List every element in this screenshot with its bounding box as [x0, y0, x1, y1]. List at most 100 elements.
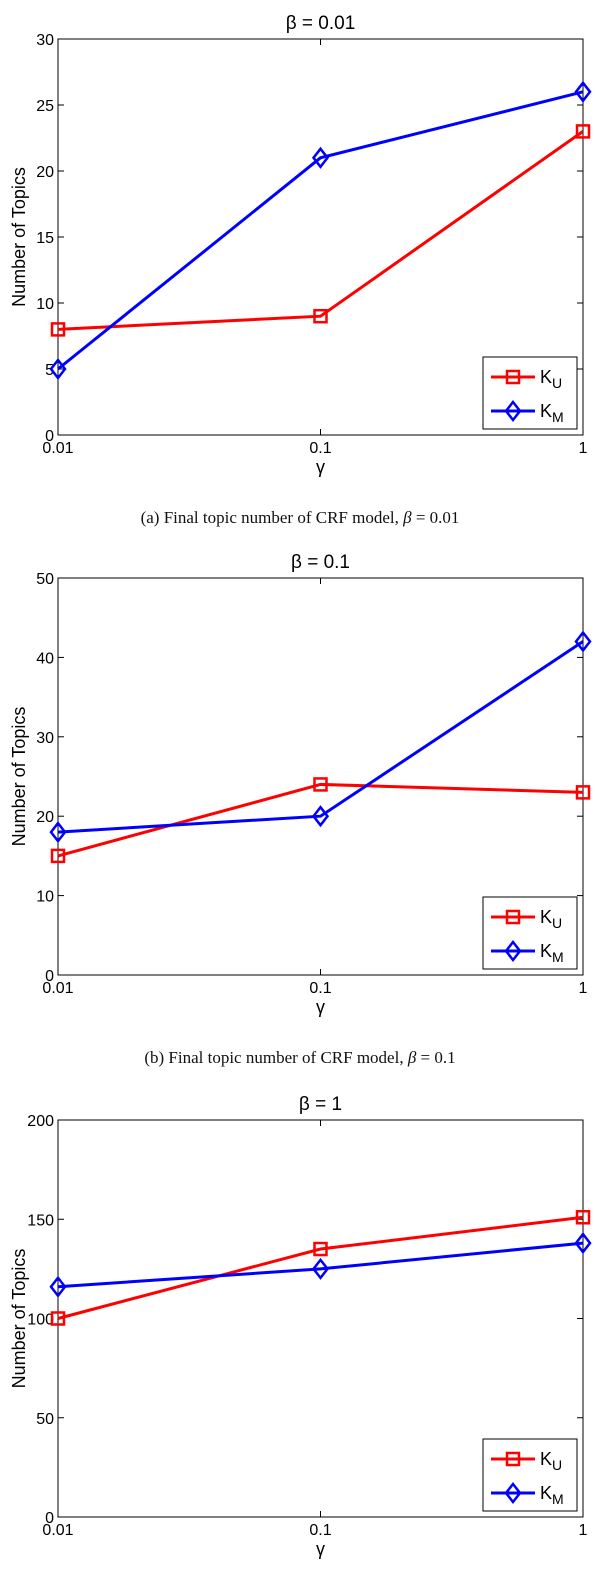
caption-b-prefix: (b) Final topic number of CRF model, [144, 1048, 408, 1067]
y-tick-label: 50 [36, 571, 54, 588]
legend-label-main: K [540, 907, 552, 927]
x-axis-label: γ [316, 1539, 325, 1559]
data-point-square [50, 322, 66, 337]
y-tick-label: 10 [36, 889, 54, 906]
series-K_M [49, 1232, 592, 1298]
caption-b-equals: = [416, 1048, 435, 1067]
y-tick-label: 50 [36, 1411, 54, 1428]
y-tick-label: 25 [36, 98, 54, 115]
chart-title: β = 0.01 [286, 13, 356, 34]
data-point-diamond [574, 80, 592, 103]
legend-label-subscript: U [552, 375, 562, 391]
legend-label-subscript: M [552, 1491, 564, 1507]
y-tick-label: 0 [45, 968, 54, 985]
x-tick-label: 0.01 [42, 980, 73, 997]
data-point-square [505, 1451, 521, 1467]
caption-a-beta-value: 0.01 [429, 508, 460, 527]
caption-b: (b) Final topic number of CRF model, β =… [0, 1048, 600, 1068]
data-point-diamond [311, 805, 330, 828]
y-tick-label: 200 [27, 1113, 54, 1130]
legend-label: KM [540, 941, 564, 965]
data-point-square [505, 369, 521, 385]
data-point-diamond [504, 939, 522, 963]
caption-a-equals: = [411, 508, 430, 527]
data-point-square [313, 1241, 328, 1257]
series-K_U [50, 777, 591, 864]
series-line [57, 640, 584, 834]
data-point-square [50, 848, 66, 864]
y-tick-label: 40 [36, 650, 54, 667]
x-tick-label: 0.01 [42, 440, 73, 457]
caption-b-beta-value: 0.1 [434, 1048, 456, 1067]
legend-box [482, 896, 578, 970]
data-point-diamond [574, 1232, 592, 1255]
legend-label: KU [540, 907, 562, 931]
y-tick-label: 0 [45, 1510, 54, 1527]
x-axis-label: γ [316, 457, 325, 477]
data-point-diamond [504, 399, 522, 423]
legend-label-subscript: U [552, 915, 562, 931]
legend-box [482, 1438, 578, 1512]
series-K_U [50, 1210, 591, 1326]
series-line [57, 90, 584, 371]
y-tick-label: 30 [36, 730, 54, 747]
data-point-square [50, 1311, 66, 1326]
x-axis-label: γ [316, 997, 325, 1017]
data-point-diamond [49, 357, 67, 381]
x-tick-label: 1 [579, 980, 588, 997]
legend-label: KU [540, 1449, 562, 1473]
series-line [57, 782, 584, 858]
data-point-square [505, 909, 521, 925]
data-point-square [575, 124, 591, 139]
caption-a-prefix: (a) Final topic number of CRF model, [140, 508, 404, 527]
chart-0: 0 5 10 15 20 25 30 0.01 0.1 1 β = 0.01 γ Number of T… [9, 13, 592, 477]
y-tick-label: 100 [27, 1312, 54, 1329]
x-tick-label: 1 [579, 440, 588, 457]
caption-a: (a) Final topic number of CRF model, β =… [0, 508, 600, 528]
legend-label: KU [540, 367, 562, 391]
y-axis-label: Number of Topics [9, 1249, 29, 1389]
data-point-diamond [49, 821, 67, 844]
caption-a-beta-symbol: β [403, 508, 412, 527]
legend-label-main: K [540, 1449, 552, 1469]
legend-label-subscript: M [552, 949, 564, 965]
y-tick-label: 150 [27, 1212, 54, 1229]
legend-label-subscript: M [552, 409, 564, 425]
x-tick-label: 0.1 [309, 440, 331, 457]
series-K_M [49, 80, 592, 381]
data-point-diamond [504, 1481, 522, 1505]
legend-label-main: K [540, 367, 552, 387]
legend-label-main: K [540, 1483, 552, 1503]
chart-title: β = 1 [299, 1094, 342, 1115]
y-tick-label: 20 [36, 164, 54, 181]
data-point-square [313, 777, 328, 792]
data-point-diamond [574, 630, 592, 653]
y-axis-label: Number of Topics [9, 167, 29, 307]
data-point-square [575, 1210, 591, 1225]
series-line [57, 1241, 584, 1289]
chart-2: 0 50 100 150 200 0.01 0.1 1 β = 1 γ Number of Topi… [9, 1094, 592, 1559]
series-line [57, 1215, 584, 1320]
data-point-square [313, 308, 328, 324]
x-tick-label: 0.1 [309, 980, 331, 997]
y-tick-label: 5 [45, 362, 54, 379]
y-tick-label: 0 [45, 428, 54, 445]
series-K_U [50, 124, 591, 337]
y-tick-label: 10 [36, 296, 54, 313]
y-axis-label: Number of Topics [9, 707, 29, 847]
y-tick-label: 15 [36, 230, 54, 247]
series-line [57, 130, 584, 331]
legend-label-subscript: U [552, 1457, 562, 1473]
legend-label-main: K [540, 401, 552, 421]
x-tick-label: 0.1 [309, 1522, 331, 1539]
chart-1: 0 10 20 30 40 50 0.01 0.1 1 β = 0.1 γ Number of Top… [9, 552, 592, 1017]
y-tick-label: 30 [36, 32, 54, 49]
x-tick-label: 0.01 [42, 1522, 73, 1539]
x-tick-label: 1 [579, 1522, 588, 1539]
data-point-diamond [311, 1257, 330, 1280]
data-point-square [575, 785, 591, 800]
